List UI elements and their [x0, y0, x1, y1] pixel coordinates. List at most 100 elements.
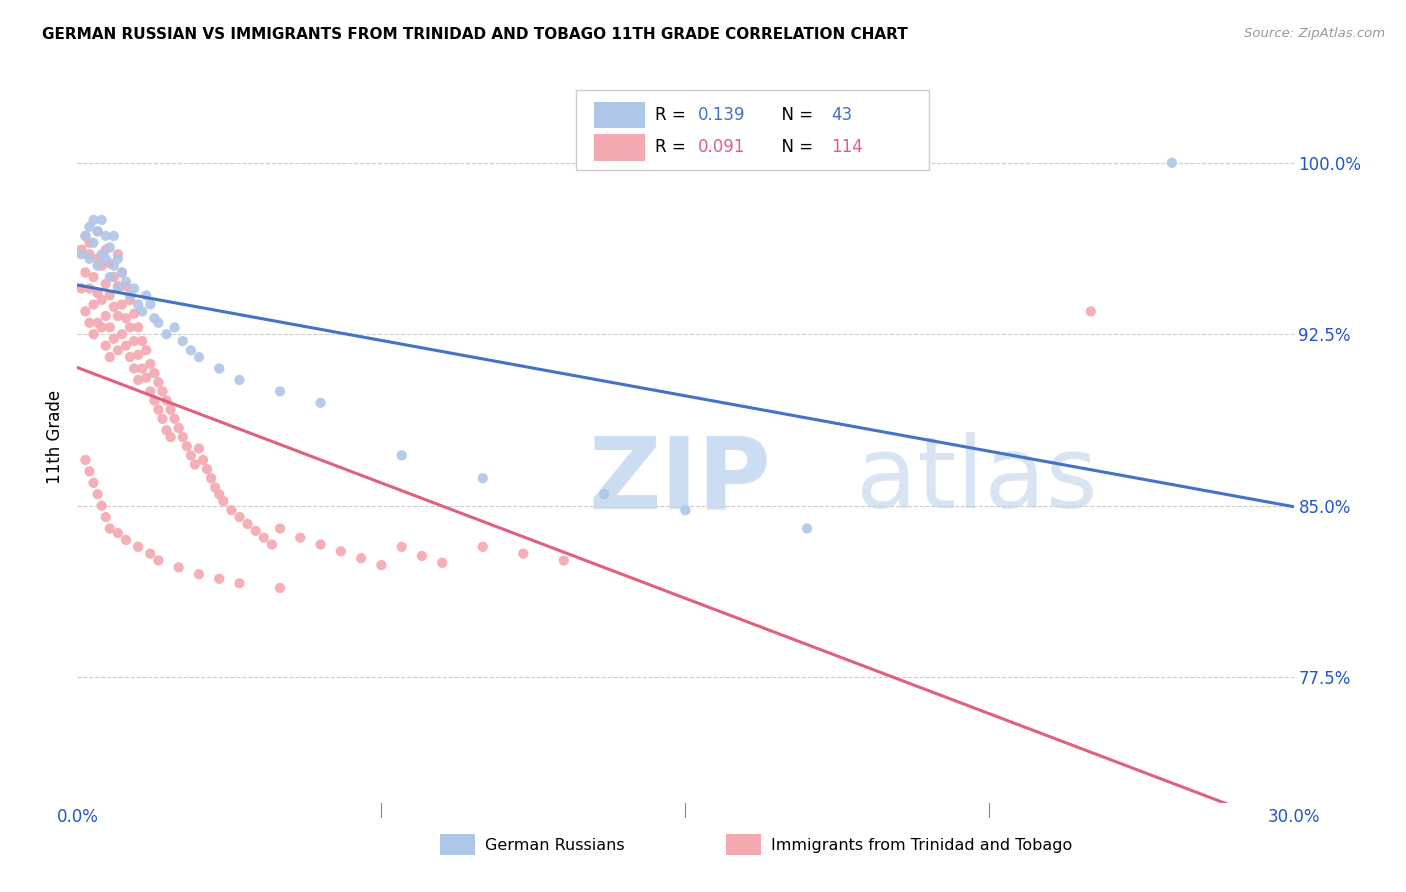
Point — [118, 288, 141, 302]
Text: German Russians: German Russians — [485, 838, 624, 853]
Point — [236, 516, 259, 531]
Point — [228, 510, 250, 524]
Point — [139, 357, 162, 371]
Point — [188, 567, 211, 582]
Point — [107, 247, 129, 261]
Point — [98, 270, 121, 285]
Point — [269, 581, 291, 595]
FancyBboxPatch shape — [595, 135, 645, 161]
Text: R =: R = — [655, 106, 690, 124]
Point — [98, 256, 121, 270]
Point — [269, 384, 291, 399]
Point — [195, 462, 218, 476]
Point — [86, 224, 108, 238]
Point — [94, 243, 117, 257]
Point — [98, 350, 121, 364]
Point — [148, 316, 170, 330]
Point — [111, 297, 134, 311]
Point — [135, 288, 157, 302]
Point — [98, 320, 121, 334]
Point — [115, 533, 138, 547]
Point — [94, 228, 117, 243]
Point — [167, 560, 190, 574]
Point — [107, 526, 129, 541]
Point — [127, 540, 149, 554]
Point — [94, 277, 117, 291]
Text: ZIP: ZIP — [588, 433, 770, 530]
Point — [86, 224, 108, 238]
Point — [111, 265, 134, 279]
Point — [471, 540, 494, 554]
Point — [115, 311, 138, 326]
Point — [309, 396, 332, 410]
Point — [135, 370, 157, 384]
Text: 0.091: 0.091 — [697, 138, 745, 156]
Point — [172, 430, 194, 444]
Y-axis label: 11th Grade: 11th Grade — [46, 390, 65, 484]
Point — [103, 332, 125, 346]
Point — [228, 373, 250, 387]
Point — [83, 475, 105, 490]
Point — [83, 213, 105, 227]
Point — [115, 338, 138, 352]
Point — [350, 551, 373, 566]
Text: 43: 43 — [831, 106, 852, 124]
Point — [167, 421, 190, 435]
Point — [148, 553, 170, 567]
Point — [115, 279, 138, 293]
Point — [135, 343, 157, 358]
Point — [208, 487, 231, 501]
Point — [103, 228, 125, 243]
Point — [176, 439, 198, 453]
Point — [260, 537, 283, 551]
Point — [94, 252, 117, 266]
Point — [200, 471, 222, 485]
Point — [90, 213, 112, 227]
Point — [159, 402, 181, 417]
Point — [127, 373, 149, 387]
Point — [122, 307, 145, 321]
FancyBboxPatch shape — [440, 834, 475, 855]
Point — [430, 556, 453, 570]
Point — [90, 247, 112, 261]
Point — [131, 304, 153, 318]
Point — [98, 521, 121, 535]
Point — [70, 243, 93, 257]
Text: GERMAN RUSSIAN VS IMMIGRANTS FROM TRINIDAD AND TOBAGO 11TH GRADE CORRELATION CHA: GERMAN RUSSIAN VS IMMIGRANTS FROM TRINID… — [42, 27, 908, 42]
Point — [75, 228, 97, 243]
Text: N =: N = — [770, 106, 818, 124]
Point — [191, 453, 214, 467]
Point — [122, 361, 145, 376]
Point — [107, 279, 129, 293]
Point — [184, 458, 207, 472]
Point — [94, 510, 117, 524]
Point — [79, 219, 101, 234]
Point — [86, 487, 108, 501]
Point — [107, 281, 129, 295]
Point — [253, 531, 276, 545]
Point — [83, 235, 105, 250]
Point — [90, 293, 112, 307]
Point — [107, 309, 129, 323]
Point — [111, 327, 134, 342]
Point — [122, 281, 145, 295]
Point — [79, 464, 101, 478]
Point — [163, 411, 186, 425]
Point — [204, 480, 226, 494]
Point — [86, 259, 108, 273]
Point — [107, 343, 129, 358]
Point — [411, 549, 433, 563]
Point — [143, 311, 166, 326]
Point — [139, 547, 162, 561]
Point — [107, 252, 129, 266]
Point — [75, 453, 97, 467]
Point — [155, 423, 177, 437]
Point — [269, 521, 291, 535]
Point — [103, 300, 125, 314]
Point — [329, 544, 352, 558]
Point — [391, 540, 413, 554]
Point — [180, 343, 202, 358]
Point — [152, 411, 174, 425]
Point — [152, 384, 174, 399]
Point — [75, 265, 97, 279]
